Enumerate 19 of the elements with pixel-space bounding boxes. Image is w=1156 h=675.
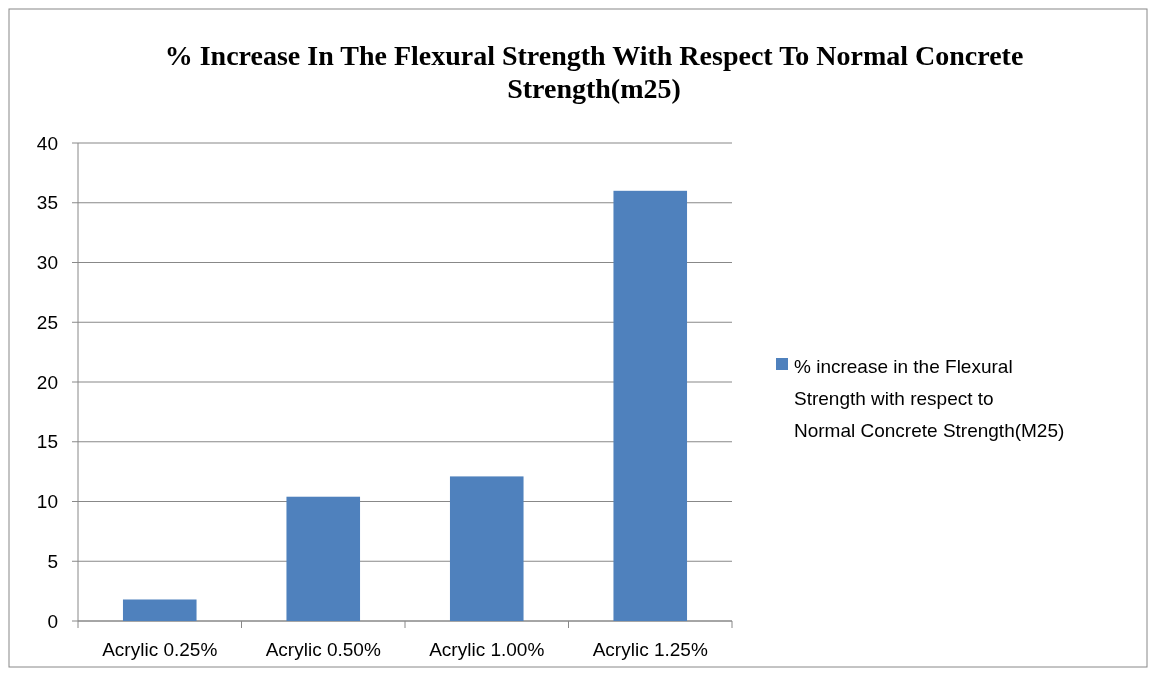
y-tick-label: 30: [36, 252, 58, 274]
y-tick-label: 20: [36, 371, 58, 393]
x-tick-label: Acrylic 0.50%: [265, 639, 381, 660]
y-tick-label: 0: [47, 610, 58, 632]
y-tick-label: 25: [36, 311, 58, 333]
x-tick-label: Acrylic 1.25%: [592, 639, 708, 660]
x-tick-label: Acrylic 1.00%: [429, 639, 545, 660]
legend-label: % increase in the Flexural Strength with respect to Normal Concrete Strength(M25): [794, 355, 1065, 441]
bar: [122, 599, 197, 621]
y-tick-label: 35: [36, 192, 58, 214]
bar: [613, 190, 688, 621]
y-tick-label: 10: [36, 491, 58, 513]
x-tick-label: Acrylic 0.25%: [102, 639, 218, 660]
y-tick-label: 40: [36, 132, 58, 154]
y-tick-label: 15: [36, 431, 58, 453]
bar: [286, 496, 361, 621]
chart-title: % Increase In The Flexural Strength With Respect To Normal Concrete Strength(m25): [164, 40, 1024, 104]
y-tick-label: 5: [47, 550, 58, 572]
bar: [449, 476, 524, 621]
